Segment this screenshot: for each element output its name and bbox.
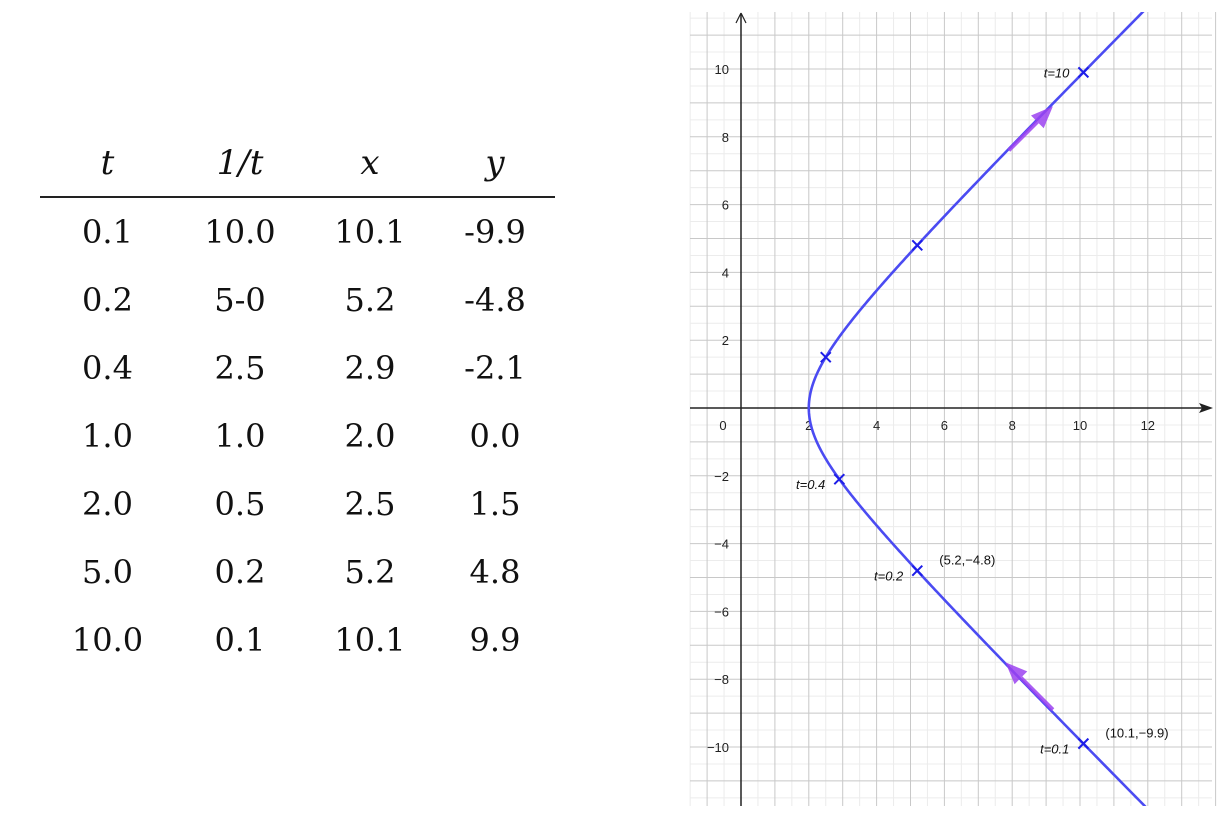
table-cell: 2.5	[214, 349, 266, 387]
table-cell: 5.2	[344, 553, 396, 591]
table-cell: 10.0	[204, 213, 276, 251]
table-cell: -2.1	[464, 349, 526, 387]
table-cell: 5.2	[344, 281, 396, 319]
point-marker	[911, 239, 923, 251]
x-tick-label: 4	[873, 418, 880, 433]
table-cell: 0.4	[82, 349, 133, 387]
x-axis-arrow-icon	[1199, 403, 1213, 413]
table-cell: 5.0	[82, 553, 133, 591]
point-t-label: t=10	[1044, 65, 1070, 80]
y-tick-label: 10	[715, 62, 729, 77]
table-cell: 10.1	[334, 621, 406, 659]
point-coordinate-label: (5.2,−4.8)	[939, 553, 995, 568]
table-cell: 0.2	[214, 553, 266, 591]
table-row: 0.2 5-0 5.2 -4.8	[40, 266, 555, 334]
table-cell: -9.9	[464, 213, 526, 251]
table-header-row: t 1/t x y	[40, 130, 555, 198]
point-t-label: t=0.2	[874, 569, 904, 584]
column-header-reciprocal-t: 1/t	[175, 130, 305, 198]
table-cell: 0.1	[214, 621, 266, 659]
table-cell: 2.9	[344, 349, 396, 387]
x-tick-label: 10	[1073, 418, 1087, 433]
values-table-panel: t 1/t x y 0.1 10.0 10.1 -9.9 0.2 5-0 5.2…	[40, 130, 560, 674]
table-cell: 5-0	[214, 281, 266, 319]
x-tick-label: 12	[1141, 418, 1155, 433]
y-tick-label: −6	[714, 604, 729, 619]
y-tick-label: 4	[722, 265, 729, 280]
point-marker	[1077, 66, 1090, 79]
direction-arrow-shaft	[1019, 676, 1055, 712]
table-cell: 4.8	[469, 553, 521, 591]
table-cell: 2.0	[82, 485, 133, 523]
point-t-label: t=0.4	[796, 477, 825, 492]
x-tick-label: 8	[1009, 418, 1016, 433]
curve-series-line	[807, 12, 1147, 806]
y-tick-label: 8	[722, 130, 729, 145]
y-tick-label: 6	[722, 198, 729, 213]
table-cell: 2.5	[344, 485, 396, 523]
y-tick-label: −8	[714, 672, 729, 687]
y-axis-arrow-icon	[735, 12, 747, 24]
point-marker	[1077, 737, 1090, 750]
table-cell: 0.1	[82, 213, 133, 251]
table-row: 1.0 1.0 2.0 0.0	[40, 402, 555, 470]
direction-arrowhead-icon	[1031, 106, 1053, 129]
table-row: 0.1 10.0 10.1 -9.9	[40, 197, 555, 266]
column-header-x: x	[305, 130, 435, 198]
table-cell: 10.1	[334, 213, 406, 251]
column-header-y: y	[435, 130, 555, 198]
table-cell: 1.5	[469, 485, 521, 523]
table-row: 2.0 0.5 2.5 1.5	[40, 470, 555, 538]
table-cell: 10.0	[71, 621, 144, 659]
x-tick-label: 2	[805, 418, 812, 433]
y-tick-label: −10	[707, 740, 729, 755]
table-cell: 0.5	[214, 485, 266, 523]
point-marker	[833, 473, 846, 485]
x-tick-label: 6	[941, 418, 948, 433]
x-tick-label: 0	[719, 418, 726, 433]
table-row: 0.4 2.5 2.9 -2.1	[40, 334, 555, 402]
table-cell: 0.2	[82, 281, 133, 319]
table-row: 5.0 0.2 5.2 4.8	[40, 538, 555, 606]
values-table: t 1/t x y 0.1 10.0 10.1 -9.9 0.2 5-0 5.2…	[40, 130, 555, 674]
direction-arrowhead-icon	[1005, 662, 1028, 685]
column-header-t: t	[40, 130, 175, 198]
point-t-label: t=0.1	[1040, 742, 1069, 757]
table-cell: 1.0	[82, 417, 133, 455]
y-tick-label: −4	[714, 537, 729, 552]
y-tick-label: 2	[722, 333, 729, 348]
point-coordinate-label: (10.1,−9.9)	[1105, 726, 1168, 741]
point-marker	[911, 565, 923, 577]
table-cell: 2.0	[344, 417, 396, 455]
table-cell: 9.9	[469, 621, 521, 659]
point-marker	[820, 351, 832, 363]
direction-arrow-shaft	[1007, 120, 1039, 152]
table-row: 10.0 0.1 10.1 9.9	[40, 606, 555, 674]
table-cell: 0.0	[469, 417, 521, 455]
y-tick-label: −2	[714, 469, 729, 484]
table-cell: 1.0	[214, 417, 266, 455]
table-cell: -4.8	[464, 281, 526, 319]
